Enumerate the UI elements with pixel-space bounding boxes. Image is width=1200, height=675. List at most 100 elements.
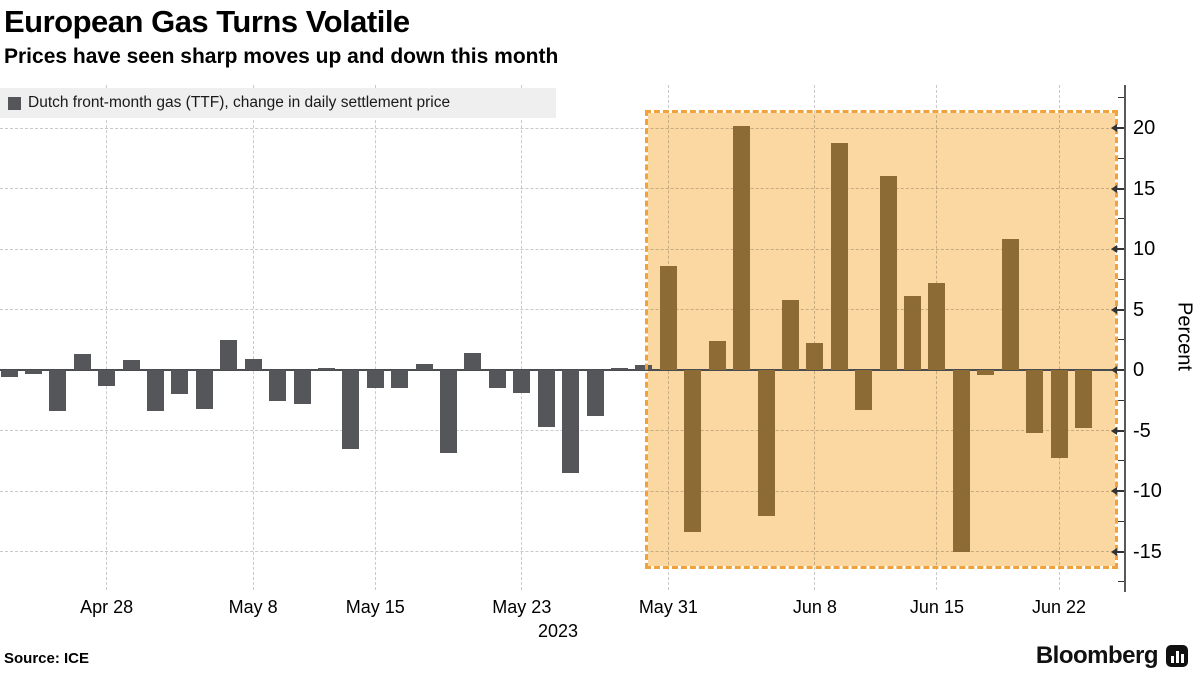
bar bbox=[684, 370, 702, 533]
y-tick bbox=[1116, 550, 1124, 553]
source-note: Source: ICE bbox=[4, 650, 90, 667]
gridline bbox=[521, 85, 523, 590]
bar bbox=[830, 142, 848, 370]
y-tick-arrow-icon bbox=[1111, 305, 1117, 314]
y-minor-tick bbox=[1118, 581, 1124, 583]
y-tick-arrow-icon bbox=[1111, 487, 1117, 495]
y-minor-tick bbox=[1118, 460, 1124, 462]
y-tick-label: 5 bbox=[1133, 298, 1145, 321]
bar bbox=[977, 370, 995, 375]
bar bbox=[757, 370, 775, 517]
bar bbox=[635, 365, 653, 370]
bar bbox=[952, 370, 970, 552]
bar bbox=[220, 339, 238, 370]
bar bbox=[879, 176, 897, 370]
y-axis-line bbox=[1124, 85, 1126, 592]
y-minor-tick bbox=[1118, 339, 1124, 341]
bar bbox=[171, 370, 189, 395]
y-minor-tick bbox=[1118, 520, 1124, 522]
gridline bbox=[814, 85, 816, 590]
bar bbox=[1050, 370, 1068, 459]
chart-subtitle: Prices have seen sharp moves up and down… bbox=[4, 45, 559, 68]
bar bbox=[342, 370, 360, 449]
y-tick bbox=[1116, 187, 1124, 190]
gridline bbox=[0, 309, 1124, 310]
bar bbox=[806, 343, 824, 370]
x-axis-year-label: 2023 bbox=[537, 621, 579, 641]
bar bbox=[1001, 239, 1019, 370]
gridline bbox=[0, 127, 1124, 129]
bar bbox=[73, 354, 91, 370]
bar bbox=[415, 363, 433, 370]
y-tick-arrow-icon bbox=[1111, 426, 1117, 435]
y-tick-label: -10 bbox=[1133, 480, 1162, 502]
y-minor-tick bbox=[1118, 218, 1124, 220]
bar bbox=[440, 370, 458, 454]
bar bbox=[147, 370, 165, 412]
y-axis-title: Percent bbox=[1173, 302, 1196, 371]
bar bbox=[293, 370, 311, 404]
x-tick-label: May 8 bbox=[228, 597, 278, 617]
y-minor-tick bbox=[1118, 97, 1124, 99]
bar bbox=[366, 370, 384, 389]
gridline bbox=[374, 85, 376, 590]
bar bbox=[122, 360, 140, 370]
gridline bbox=[0, 248, 1124, 250]
y-tick-label: 10 bbox=[1133, 238, 1156, 260]
bar bbox=[98, 370, 116, 386]
bar bbox=[1026, 370, 1044, 433]
brand-footer: Bloomberg bbox=[1036, 642, 1188, 670]
chart-title: European Gas Turns Volatile bbox=[4, 4, 410, 39]
y-minor-tick bbox=[1118, 157, 1124, 159]
bar bbox=[1074, 370, 1092, 429]
bar bbox=[562, 370, 580, 473]
y-tick bbox=[1116, 369, 1124, 371]
bar bbox=[586, 370, 604, 416]
x-tick-label: Jun 8 bbox=[792, 597, 837, 617]
bar bbox=[733, 125, 751, 370]
y-tick bbox=[1116, 127, 1124, 129]
gridline bbox=[106, 85, 108, 590]
y-tick-label: -5 bbox=[1133, 419, 1151, 442]
gridline bbox=[0, 430, 1124, 431]
y-tick bbox=[1116, 490, 1124, 492]
y-tick-arrow-icon bbox=[1111, 184, 1117, 193]
bar bbox=[49, 370, 67, 412]
y-minor-tick bbox=[1118, 278, 1124, 280]
bar bbox=[0, 370, 18, 378]
y-tick-arrow-icon bbox=[1111, 547, 1117, 556]
x-tick-label: May 15 bbox=[345, 597, 405, 617]
x-tick-label: May 31 bbox=[638, 597, 698, 617]
y-tick bbox=[1116, 429, 1124, 432]
bar bbox=[513, 370, 531, 393]
x-tick-label: Apr 28 bbox=[80, 597, 134, 617]
zero-line bbox=[0, 369, 1124, 371]
y-tick bbox=[1116, 248, 1124, 250]
gridline bbox=[0, 490, 1124, 492]
y-minor-tick bbox=[1118, 399, 1124, 401]
bar bbox=[928, 282, 946, 370]
bar bbox=[195, 370, 213, 409]
x-tick-label: May 23 bbox=[492, 597, 552, 617]
bar bbox=[708, 340, 726, 370]
bar bbox=[269, 370, 287, 402]
bar bbox=[781, 299, 799, 370]
legend-swatch-icon bbox=[8, 96, 21, 110]
y-tick-label: 15 bbox=[1133, 177, 1156, 200]
legend-label: Dutch front-month gas (TTF), change in d… bbox=[28, 94, 451, 111]
bar bbox=[464, 353, 482, 370]
bloomberg-icon bbox=[1166, 645, 1188, 667]
y-tick-arrow-icon bbox=[1111, 245, 1117, 253]
bar bbox=[659, 265, 677, 370]
gridline bbox=[0, 551, 1124, 552]
y-tick-arrow-icon bbox=[1111, 366, 1117, 374]
bar bbox=[855, 370, 873, 410]
gridline bbox=[0, 188, 1124, 189]
bar bbox=[391, 370, 409, 389]
y-tick-label: 20 bbox=[1133, 117, 1156, 139]
y-tick bbox=[1116, 308, 1124, 311]
y-tick-arrow-icon bbox=[1111, 124, 1117, 132]
bar bbox=[244, 359, 262, 370]
bar bbox=[537, 370, 555, 427]
